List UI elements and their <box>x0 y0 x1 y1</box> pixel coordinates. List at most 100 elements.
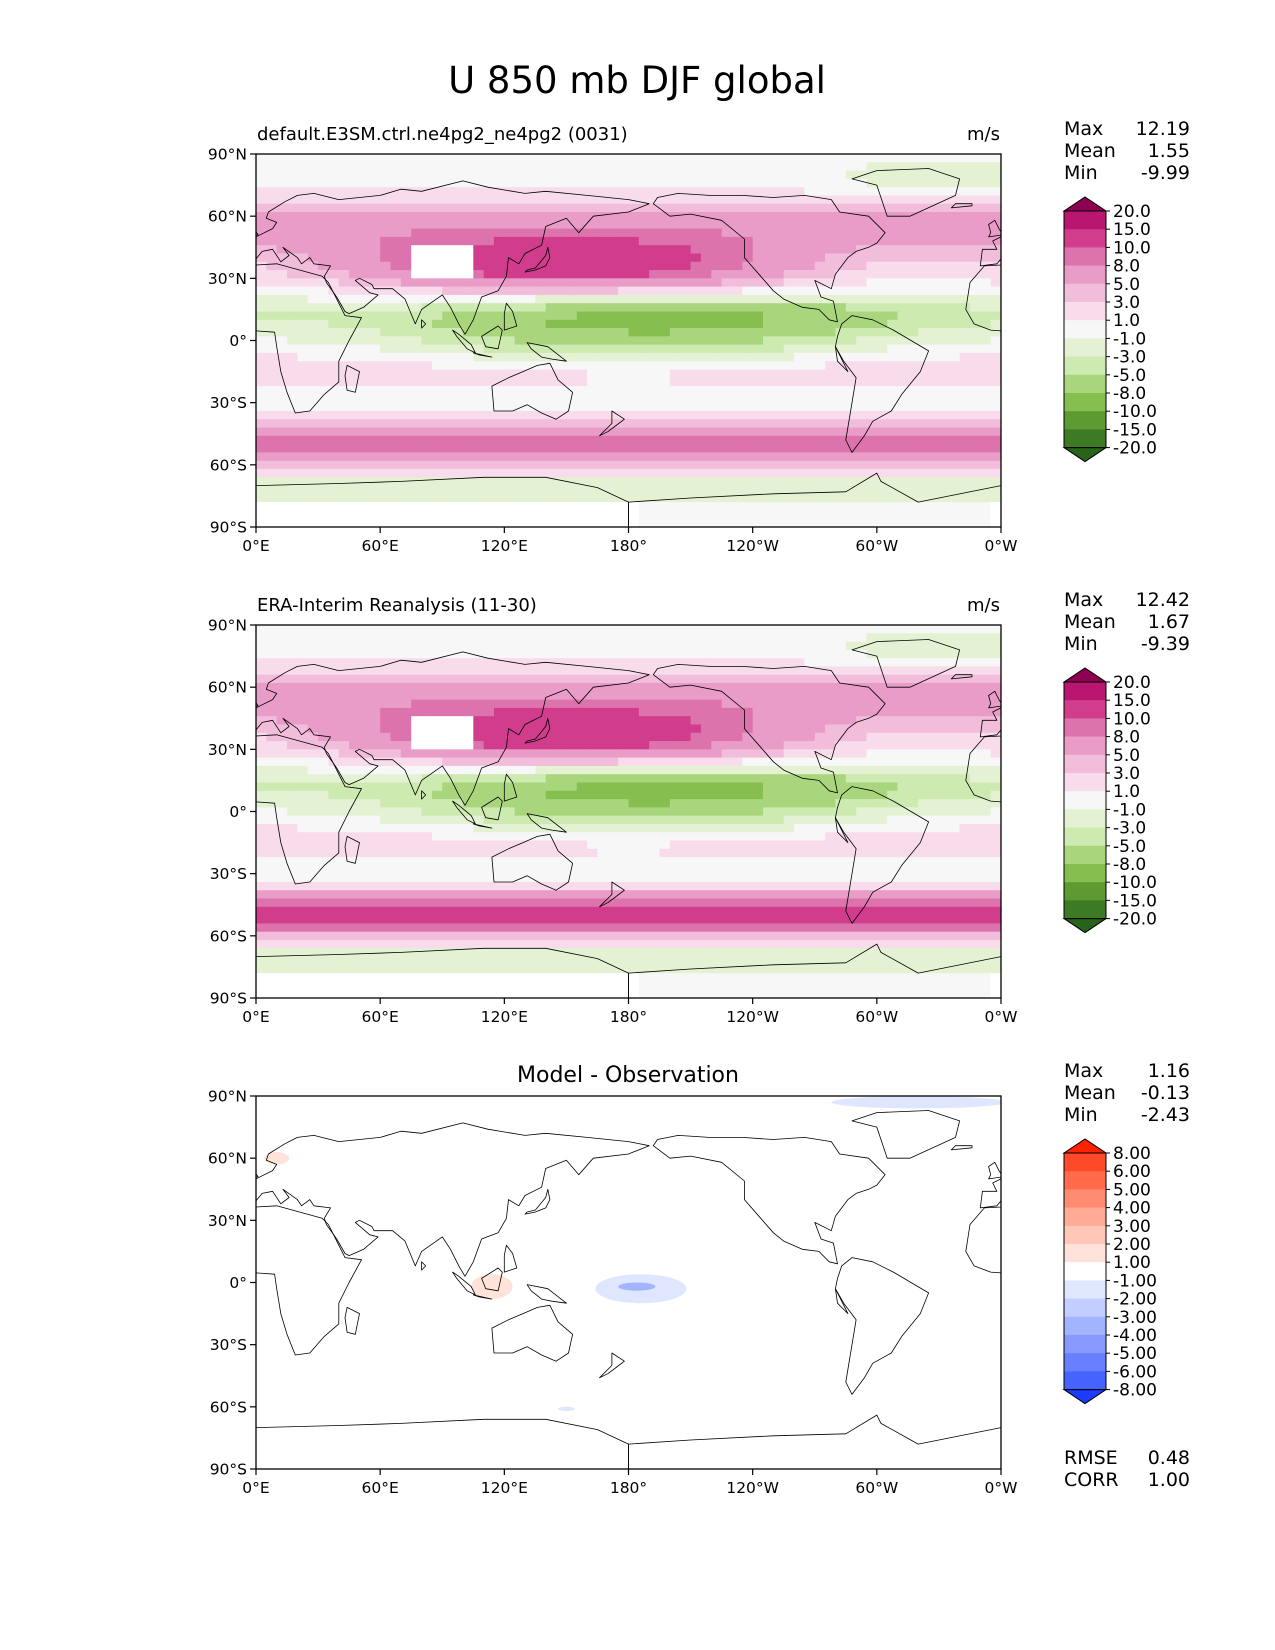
field-cell <box>659 245 671 255</box>
field-cell <box>752 294 764 304</box>
field-cell <box>835 286 847 296</box>
field-cell <box>742 212 754 221</box>
field-cell <box>576 452 588 462</box>
field-cell <box>783 691 795 701</box>
field-cell <box>638 303 650 313</box>
field-cell <box>576 377 588 387</box>
field-cell <box>400 203 412 213</box>
field-cell <box>876 683 888 692</box>
field-cell <box>452 749 464 759</box>
coastlines <box>256 168 1001 527</box>
field-cell <box>514 253 526 263</box>
field-cell <box>380 410 392 420</box>
field-cell <box>369 452 381 462</box>
field-cell <box>318 658 330 668</box>
field-cell <box>411 716 423 726</box>
field-cell <box>256 303 267 313</box>
field-cell <box>462 774 474 784</box>
field-cell <box>773 518 785 527</box>
field-cell <box>483 658 495 668</box>
field-cell <box>887 352 899 362</box>
field-cell <box>462 468 474 478</box>
field-cell <box>897 641 909 651</box>
field-cell <box>856 699 868 709</box>
field-cell <box>918 386 930 395</box>
field-cell <box>649 741 661 750</box>
field-cell <box>452 477 464 487</box>
field-cell <box>597 170 609 180</box>
field-cell <box>359 253 371 263</box>
field-cell <box>307 328 319 337</box>
field-cell <box>462 452 474 462</box>
field-cell <box>856 278 868 288</box>
field-cell <box>628 510 640 520</box>
field-cell <box>442 178 454 188</box>
field-cell <box>514 261 526 271</box>
field-cell <box>928 245 940 255</box>
field-cell <box>752 732 764 742</box>
field-cell <box>576 493 588 503</box>
field-cell <box>918 187 930 197</box>
field-cell <box>411 707 423 717</box>
field-cell <box>452 162 464 172</box>
field-cell <box>690 485 702 495</box>
field-cell <box>959 311 971 321</box>
field-cell <box>266 757 278 767</box>
field-cell <box>462 419 474 429</box>
field-cell <box>411 178 423 188</box>
field-cell <box>742 765 754 775</box>
field-cell <box>721 707 733 717</box>
field-cell <box>349 294 361 304</box>
field-cell <box>338 674 350 684</box>
field-cell <box>514 162 526 172</box>
field-cell <box>452 410 464 420</box>
field-cell <box>556 170 568 180</box>
field-cell <box>783 195 795 205</box>
field-cell <box>980 658 992 668</box>
field-cell <box>483 757 495 767</box>
field-cell <box>431 170 443 180</box>
field-cell <box>473 444 485 453</box>
field-cell <box>949 170 961 180</box>
field-cell <box>752 741 764 750</box>
field-cell <box>856 386 868 395</box>
field-cell <box>980 502 992 512</box>
field-cell <box>576 336 588 346</box>
field-cell <box>349 658 361 668</box>
field-cell <box>949 303 961 313</box>
field-cell <box>380 278 392 288</box>
field-cell <box>287 245 298 255</box>
field-cell <box>493 203 505 213</box>
field-cell <box>918 649 930 659</box>
field-cell <box>845 699 857 709</box>
field-cell <box>597 674 609 684</box>
field-cell <box>483 154 495 163</box>
field-cell <box>587 278 599 288</box>
field-cell <box>514 410 526 420</box>
field-cell <box>473 203 485 213</box>
field-cell <box>452 699 464 709</box>
field-cell <box>525 774 536 784</box>
field-cell <box>452 444 464 453</box>
field-cell <box>742 344 754 354</box>
field-cell <box>411 782 423 792</box>
field-cell <box>545 311 557 321</box>
field-cell <box>752 195 764 205</box>
field-cell <box>328 212 340 221</box>
field-cell <box>907 518 919 527</box>
field-cell <box>297 799 309 808</box>
field-cell <box>307 245 319 255</box>
field-cell <box>959 732 971 742</box>
field-cell <box>731 187 743 197</box>
field-cell <box>752 774 764 784</box>
panel-model: default.E3SM.ctrl.ne4pg2_ne4pg2 (0031) m… <box>208 118 1190 555</box>
field-cell <box>431 386 443 395</box>
field-cell <box>431 178 443 188</box>
field-cell <box>866 361 878 371</box>
field-cell <box>804 178 816 188</box>
field-cell <box>814 386 826 395</box>
field-cell <box>638 757 650 767</box>
field-cell <box>669 178 681 188</box>
field-cell <box>752 377 764 387</box>
field-cell <box>763 228 774 238</box>
